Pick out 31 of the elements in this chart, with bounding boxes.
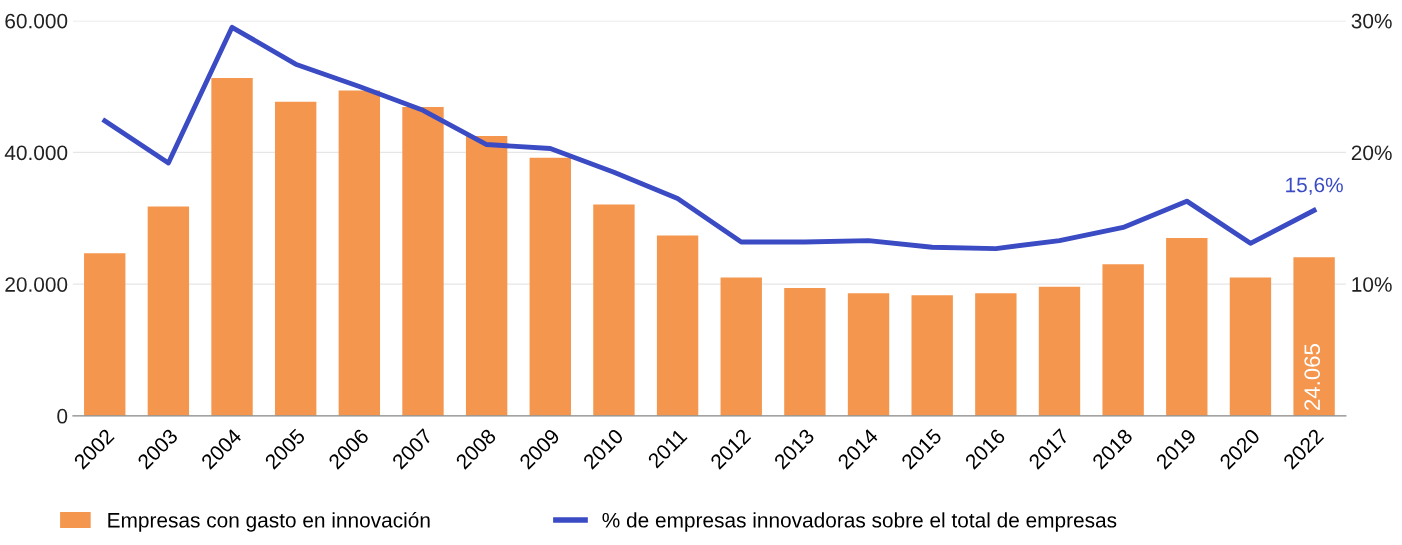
bar [275, 101, 317, 416]
y-tick-label: 40.000 [4, 145, 68, 161]
data-label: 24.065 [1304, 344, 1321, 410]
y-tick-label: 0 [57, 408, 68, 424]
legend-label: Empresas con gasto en innovación [108, 512, 430, 532]
bar [784, 288, 826, 416]
legend-label: % de empresas innovadoras sobre el total de empresas [602, 512, 1117, 532]
bar [402, 106, 444, 416]
y2-tick-label: 10% [1352, 277, 1392, 292]
bar [656, 235, 699, 416]
bar [975, 293, 1017, 416]
y2-tick-label: 20% [1351, 145, 1392, 161]
bar [338, 90, 381, 416]
bar [847, 293, 890, 416]
y2-tick-label: 30% [1351, 13, 1392, 29]
bar [1038, 286, 1081, 416]
bar [720, 277, 762, 416]
data-label: 15,6% [1286, 177, 1343, 195]
bar [1166, 238, 1208, 416]
bar [147, 206, 190, 416]
y-tick-label: 20.000 [5, 277, 68, 292]
bar [911, 295, 953, 416]
y-tick-label: 60.000 [5, 13, 68, 29]
bar [593, 204, 635, 416]
bar [1229, 277, 1272, 416]
bar [529, 157, 571, 416]
bar [1293, 257, 1335, 416]
bar [84, 253, 126, 416]
bar [465, 135, 508, 416]
bar [211, 78, 253, 416]
bar [1102, 264, 1144, 416]
